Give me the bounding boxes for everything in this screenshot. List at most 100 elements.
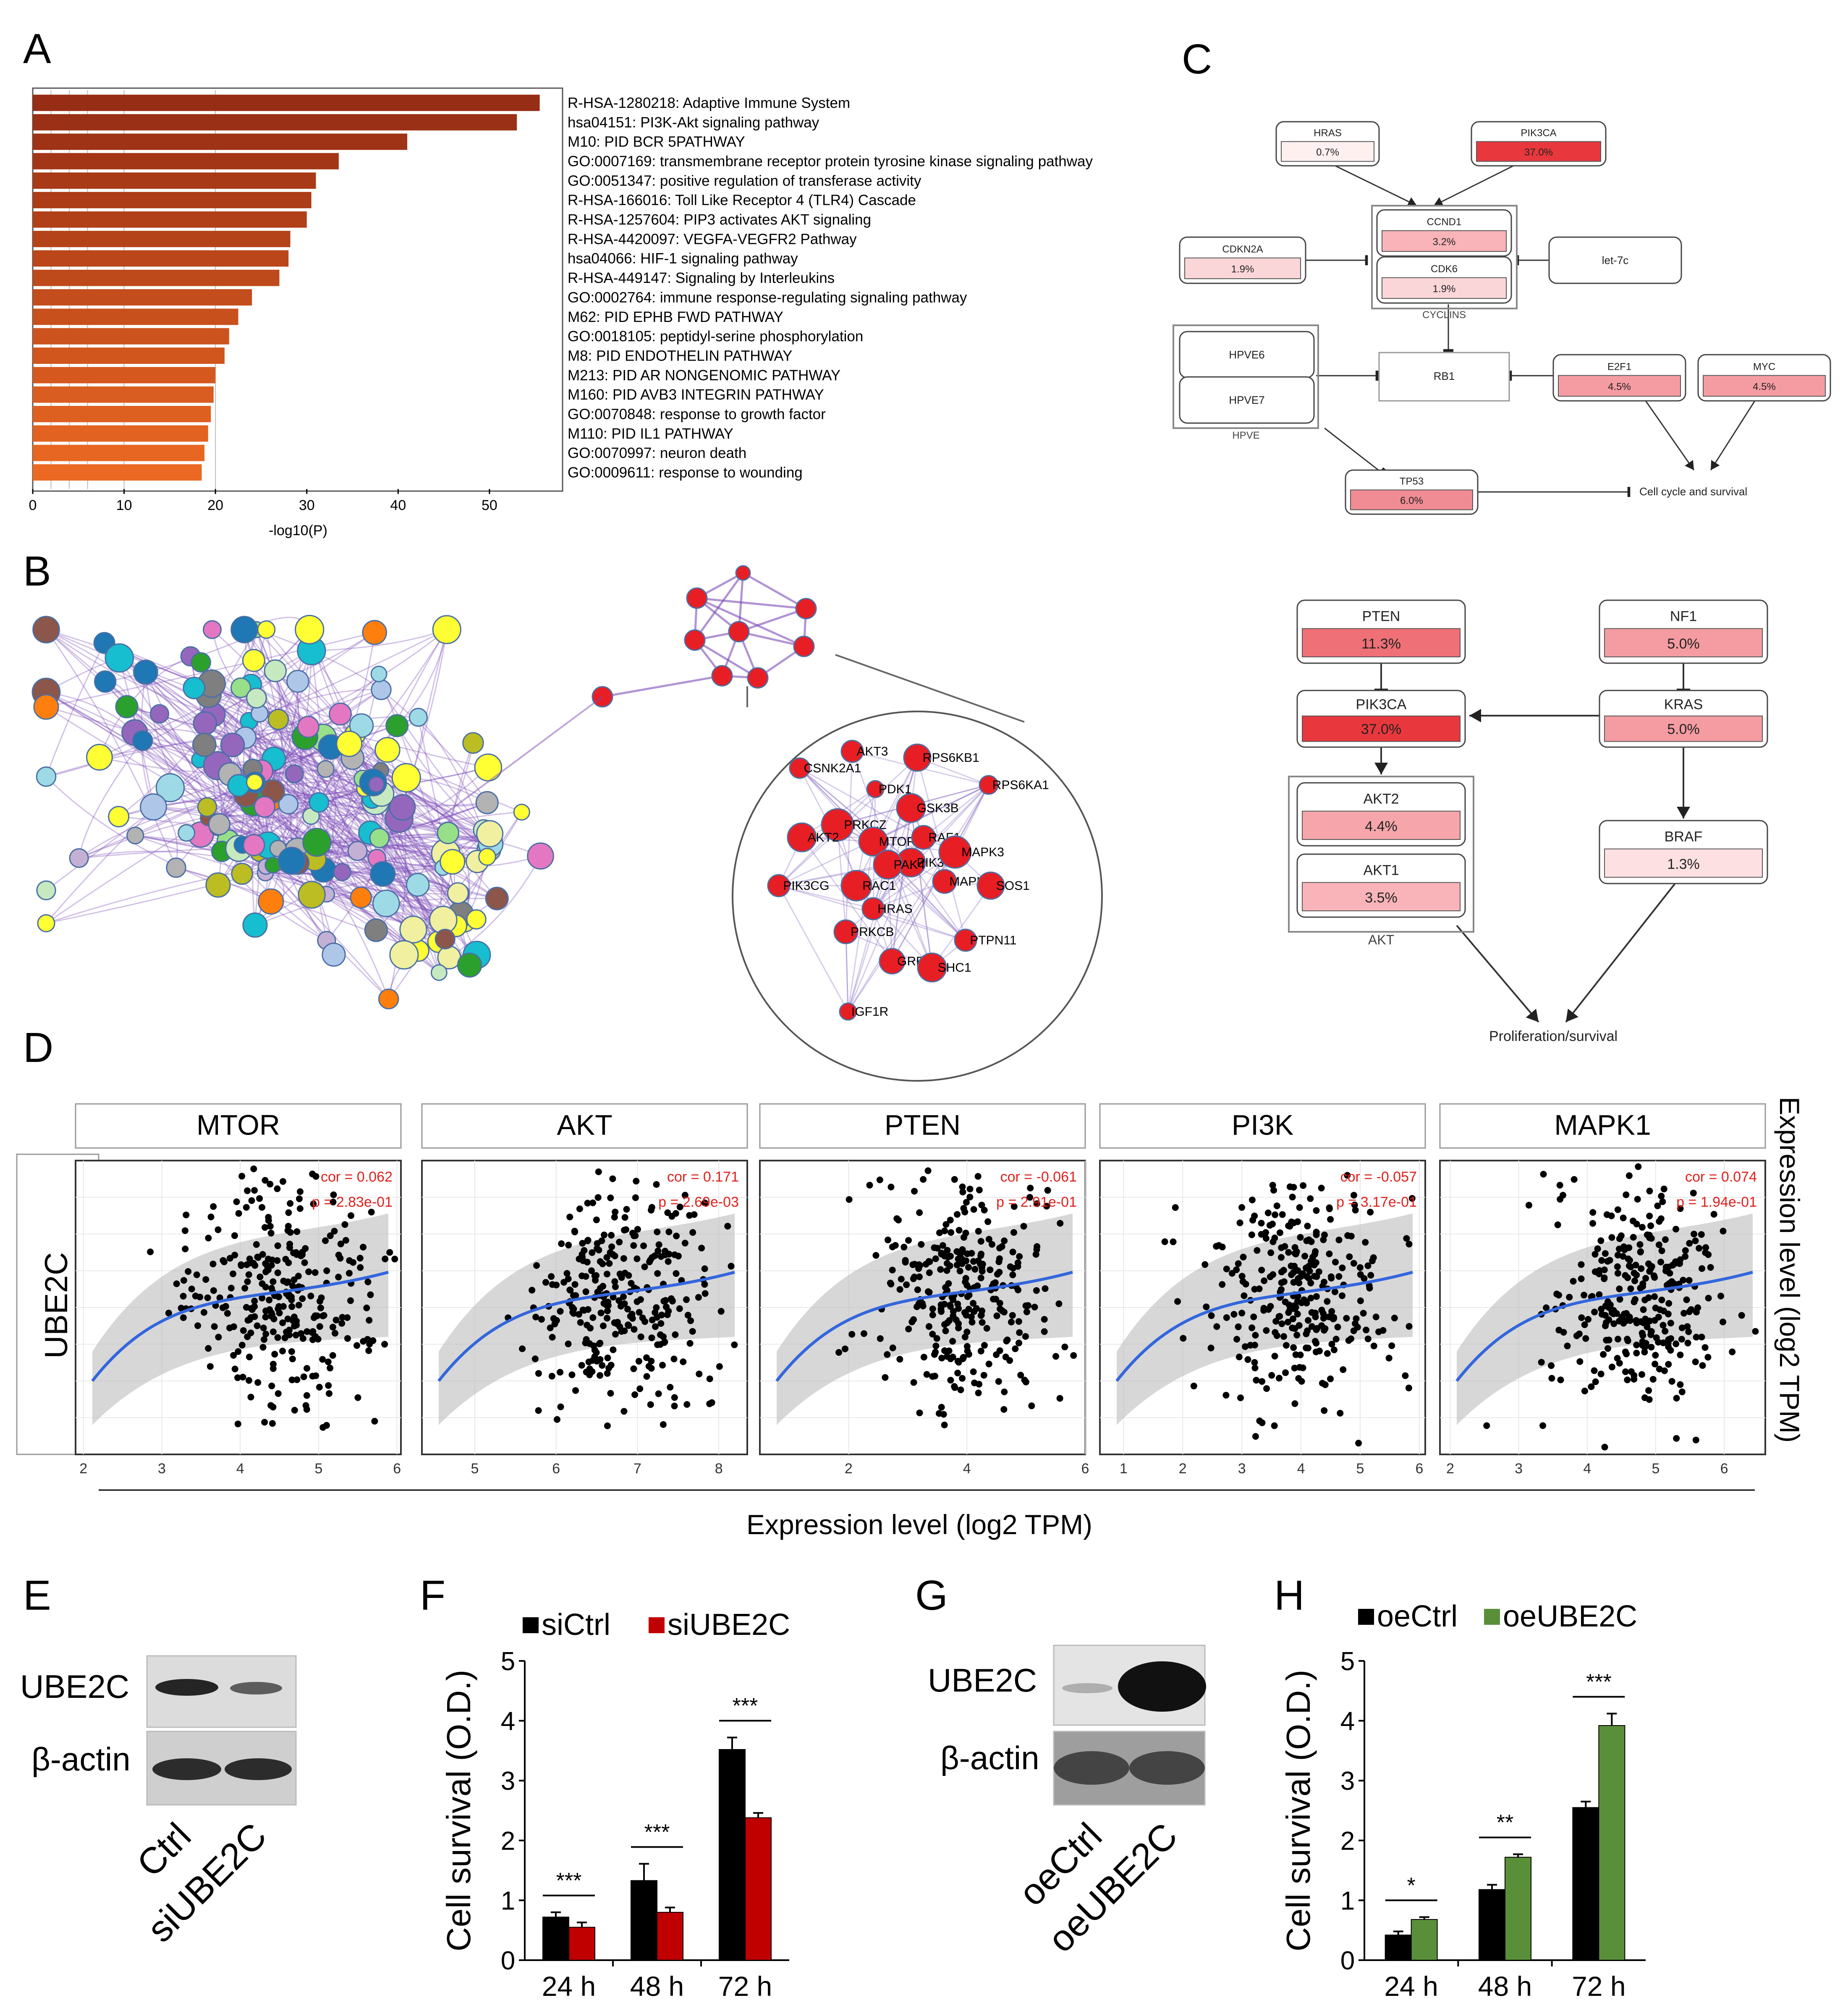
panel-a-bar <box>33 153 339 170</box>
panel-d-point <box>949 1353 956 1360</box>
panel-d-point <box>1678 1388 1686 1396</box>
panel-a-term-label: R-HSA-1257604: PIP3 activates AKT signal… <box>568 212 871 228</box>
panel-d-point <box>1307 1294 1314 1302</box>
panel-d-point <box>611 1278 618 1285</box>
panel-b-edge <box>204 722 326 770</box>
panel-d-point <box>579 1239 586 1247</box>
panel-d-point <box>1633 1341 1640 1349</box>
panel-d-point <box>332 1316 340 1323</box>
panel-d-point <box>1017 1372 1024 1379</box>
panel-b-edge <box>217 650 312 828</box>
panel-d-point <box>238 1262 245 1269</box>
panel-b-zoom-edge <box>799 767 874 842</box>
panel-d-point <box>896 1286 903 1293</box>
panel-b-node <box>329 702 352 726</box>
panel-d-point <box>586 1371 593 1378</box>
panel-d-point <box>1334 1323 1341 1331</box>
panel-d-point <box>1252 1332 1259 1339</box>
panel-d-point <box>323 1267 330 1274</box>
panel-d-point <box>920 1354 927 1361</box>
panel-d-point <box>1041 1328 1048 1335</box>
panel-d-point <box>311 1269 319 1276</box>
panel-d-point <box>620 1255 627 1262</box>
pathway-node-pct: 3.2% <box>1433 236 1456 248</box>
panel-b-zoom-edge <box>872 757 918 909</box>
panel-d-point <box>708 1399 715 1406</box>
panel-d-point <box>1340 1366 1347 1373</box>
panel-d-point <box>1305 1317 1312 1324</box>
panel-d-point <box>653 1304 660 1311</box>
panel-d-point <box>1269 1221 1276 1228</box>
panel-b-edge <box>46 691 317 843</box>
panel-d-tick-label: 5 <box>314 1461 322 1477</box>
panel-d-point <box>984 1218 992 1225</box>
panel-d-point <box>1704 1354 1712 1361</box>
panel-d-point <box>1670 1261 1677 1268</box>
panel-d-point <box>648 1204 655 1211</box>
panel-d-point <box>548 1273 555 1280</box>
panel-d-point <box>637 1296 644 1303</box>
bar-chart-sig-label: *** <box>556 1869 582 1893</box>
panel-d-point <box>335 1273 342 1281</box>
panel-d-point <box>985 1236 992 1243</box>
panel-b-cluster-nodes <box>31 614 554 1009</box>
pathway-node-bar <box>1302 882 1461 911</box>
panel-d-point <box>1705 1294 1712 1302</box>
panel-d-point <box>604 1422 611 1429</box>
panel-d-point <box>269 1420 276 1427</box>
panel-d-point <box>1605 1336 1612 1344</box>
panel-d-point <box>625 1272 632 1279</box>
panel-b-zoom-edge <box>778 864 888 886</box>
panel-b-zoom-edge <box>799 767 924 838</box>
bar-chart-sig-label: ** <box>1497 1811 1513 1835</box>
panel-d-point <box>1263 1327 1270 1334</box>
panel-b-node <box>295 614 325 645</box>
panel-b-edge <box>248 721 311 817</box>
panel-d-point <box>1608 1212 1615 1219</box>
panel-labels: A B C D E F G H <box>23 25 1304 1619</box>
panel-d-point <box>1683 1296 1690 1303</box>
panel-g-band-ctrl-actin <box>1054 1751 1129 1785</box>
pathway-node-name: CCND1 <box>1427 216 1462 227</box>
panel-d-point <box>1560 1329 1567 1336</box>
panel-d-point <box>640 1242 647 1250</box>
panel-d-point <box>675 1252 682 1260</box>
panel-d-point <box>235 1348 242 1355</box>
panel-d-point <box>965 1264 972 1271</box>
panel-d-point <box>604 1354 611 1362</box>
panel-d-facet-strip <box>759 1103 1086 1149</box>
panel-d-point <box>207 1213 215 1221</box>
pathway-node-name: let-7c <box>1602 254 1629 267</box>
panel-d-point <box>1254 1247 1261 1254</box>
panel-d-point <box>701 1281 708 1288</box>
bar-chart-bar <box>631 1880 657 1961</box>
panel-b-edge <box>256 698 458 894</box>
panel-d-point <box>566 1286 573 1294</box>
panel-b-zoom-line-right <box>835 654 1025 723</box>
pathway-node-pct: 1.9% <box>1231 264 1254 275</box>
panel-d-point <box>271 1351 278 1358</box>
panel-d-point <box>957 1386 964 1394</box>
panel-d-point <box>1677 1381 1684 1388</box>
panel-b-node <box>140 793 167 821</box>
pathway-group-label: CYCLINS <box>1422 309 1466 321</box>
panel-d-point <box>322 1237 329 1244</box>
panel-b-gene-label: PRKCB <box>851 925 894 939</box>
panel-d-point <box>1293 1331 1301 1339</box>
panel-d-point <box>667 1383 674 1391</box>
panel-b-zoom-edge <box>799 767 911 863</box>
panel-d-point <box>987 1266 994 1273</box>
panel-d-point <box>941 1421 948 1428</box>
panel-d-point <box>635 1358 642 1365</box>
panel-b-node <box>430 964 448 981</box>
panel-d-point <box>587 1325 594 1332</box>
panel-d-point <box>296 1205 304 1212</box>
panel-d-point <box>270 1365 277 1372</box>
panel-d-point <box>1626 1244 1633 1251</box>
panel-e-band-si-ube2c <box>230 1682 282 1694</box>
panel-d-point <box>654 1228 661 1235</box>
panel-d-point <box>1720 1318 1727 1326</box>
panel-d-point <box>1027 1184 1034 1192</box>
panel-b-node <box>435 928 455 949</box>
panel-d-point <box>942 1284 949 1291</box>
